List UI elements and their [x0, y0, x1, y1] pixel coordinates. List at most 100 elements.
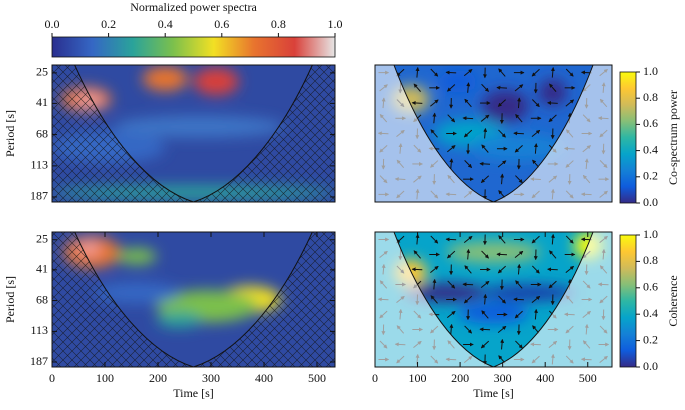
- phase-arrow: [481, 83, 489, 92]
- x-axis-label: Time [s]: [173, 386, 214, 400]
- tick-label: 0.0: [45, 17, 60, 31]
- tick-label: 0.2: [643, 332, 658, 346]
- x-axis-label: Time [s]: [473, 386, 514, 400]
- phase-arrow: [531, 129, 541, 138]
- phase-arrow: [515, 113, 523, 123]
- colorbar-label: Coherence: [666, 275, 680, 326]
- phase-arrow: [413, 250, 421, 259]
- phase-arrow: [565, 99, 575, 107]
- tick-label: 0.4: [643, 142, 658, 156]
- heatmap-blob: [94, 281, 180, 304]
- phase-arrow: [479, 161, 491, 166]
- phase-arrow: [463, 295, 473, 304]
- phase-arrow: [513, 131, 524, 136]
- phase-arrow: [432, 112, 437, 124]
- plot-frame: [374, 64, 613, 203]
- tick-label: 1.0: [328, 17, 343, 31]
- phase-arrow: [481, 144, 489, 153]
- phase-arrow: [497, 265, 506, 274]
- phase-arrow: [464, 325, 473, 334]
- phase-arrow: [513, 297, 524, 302]
- tick-label: 0.6: [214, 17, 229, 31]
- phase-arrow: [430, 68, 439, 77]
- phase-arrow: [550, 66, 555, 78]
- phase-arrow: [480, 114, 490, 122]
- cone-of-influence-hatch: [52, 65, 335, 202]
- phase-arrow: [565, 265, 575, 274]
- cone-of-influence: [393, 65, 594, 202]
- tick-label: 0.2: [643, 169, 658, 183]
- y-tick-label: 68: [36, 126, 48, 140]
- phase-arrow: [449, 323, 454, 335]
- phase-arrow: [466, 82, 471, 93]
- heatmap-blob: [438, 70, 477, 93]
- phase-arrow: [497, 99, 506, 107]
- phase-arrow: [514, 310, 523, 319]
- tick-label: 1.0: [643, 227, 658, 241]
- phase-arrow: [479, 327, 491, 332]
- phase-arrow: [498, 295, 506, 304]
- phase-arrow: [466, 248, 471, 260]
- heatmap: [52, 65, 335, 202]
- phase-arrow: [550, 233, 555, 245]
- heatmap-blob: [446, 241, 541, 264]
- tick-label: 0.4: [158, 17, 173, 31]
- phase-arrow: [500, 338, 505, 350]
- x-tick-label: 300: [494, 371, 512, 385]
- x-tick-label: 300: [202, 371, 220, 385]
- phase-arrow: [515, 280, 523, 289]
- phase-arrow: [483, 127, 488, 139]
- phase-arrow: [497, 325, 507, 334]
- phase-arrow: [463, 69, 473, 77]
- x-tick-label: 200: [451, 371, 469, 385]
- x-tick-label: 0: [49, 371, 55, 385]
- cone-of-influence-mask: [375, 65, 612, 202]
- heatmap: [52, 232, 335, 367]
- phase-arrow: [533, 143, 538, 154]
- cone-of-influence: [393, 232, 594, 367]
- phase-arrow: [548, 280, 557, 289]
- heatmap-blob: [469, 133, 565, 161]
- phase-arrow: [514, 144, 523, 153]
- heatmap-blob: [114, 115, 285, 138]
- phase-arrow: [447, 280, 456, 289]
- colorbar: [51, 36, 336, 58]
- phase-arrow: [447, 250, 456, 259]
- heatmap-blob: [117, 248, 157, 265]
- tick-label: 0.8: [643, 90, 658, 104]
- heatmap-blob: [538, 78, 567, 107]
- phase-arrow: [445, 237, 457, 242]
- heatmap-blob: [142, 66, 188, 92]
- phase-arrow: [549, 250, 557, 259]
- tick-label: 0.4: [643, 306, 658, 320]
- phase-arrow: [449, 158, 454, 169]
- colorbar-label: Co-spectrum power: [666, 90, 680, 185]
- phase-arrow: [480, 280, 490, 289]
- phase-arrow: [464, 265, 472, 274]
- phase-arrow: [415, 66, 420, 78]
- phase-arrow: [565, 68, 574, 77]
- phase-arrow: [445, 70, 457, 75]
- x-tick-label: 100: [96, 371, 114, 385]
- phase-arrow: [531, 295, 541, 304]
- phase-arrow: [483, 293, 488, 305]
- y-tick-label: 41: [36, 95, 48, 109]
- phase-arrow: [498, 235, 506, 244]
- tick-label: 0.0: [643, 195, 658, 209]
- y-tick-label: 187: [30, 354, 48, 368]
- phase-arrow: [498, 68, 506, 77]
- phase-arrow: [430, 235, 439, 244]
- phase-arrow: [498, 129, 506, 138]
- phase-arrow: [430, 129, 438, 138]
- x-tick-label: 200: [149, 371, 167, 385]
- phase-arrow: [549, 83, 557, 92]
- phase-arrow: [447, 114, 456, 123]
- y-tick-label: 113: [30, 323, 48, 337]
- x-tick-label: 500: [308, 371, 326, 385]
- phase-arrow: [547, 100, 558, 105]
- phase-arrow: [497, 160, 507, 168]
- x-tick-label: 400: [255, 371, 273, 385]
- phase-arrow: [430, 99, 439, 107]
- y-tick-label: 187: [30, 189, 48, 203]
